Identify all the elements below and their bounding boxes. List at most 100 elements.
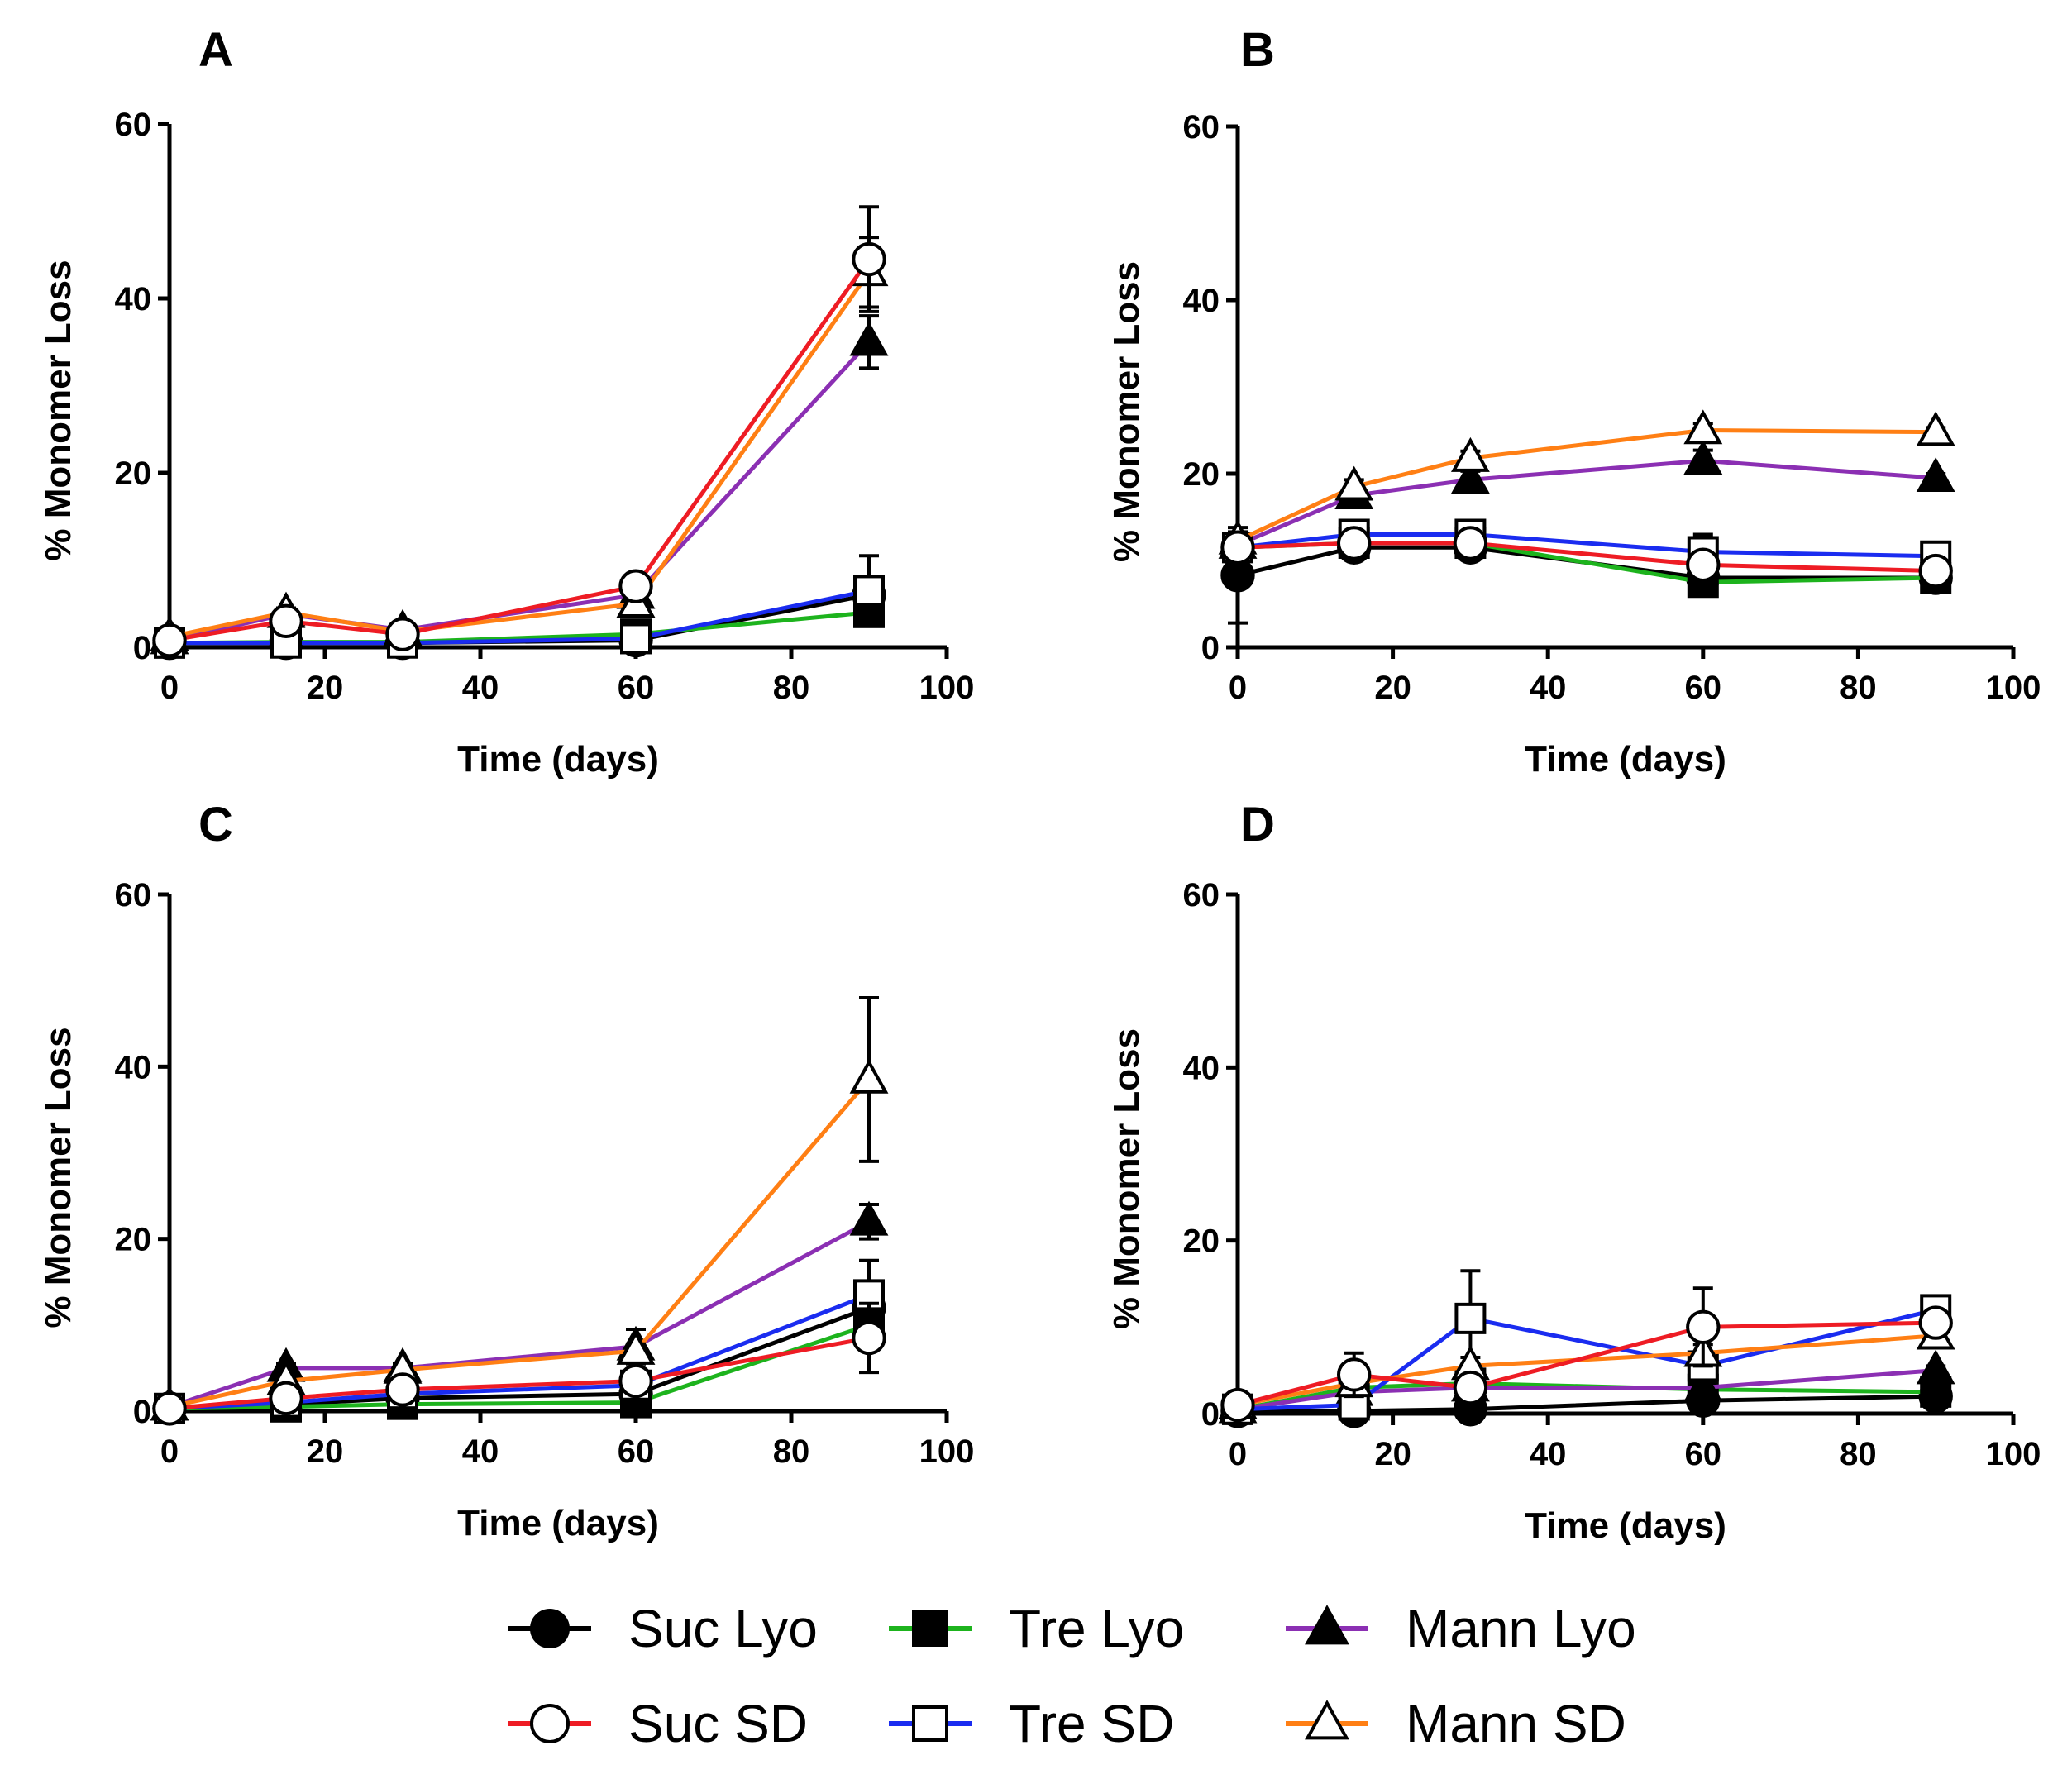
data-point <box>1220 1387 1255 1423</box>
legend-label: Suc SD <box>628 1694 808 1753</box>
x-tick-label: 0 <box>1229 670 1247 706</box>
legend-label: Tre SD <box>1009 1694 1174 1753</box>
panel-letter: D <box>1240 798 1275 851</box>
series-suc_sd <box>152 205 886 658</box>
data-point <box>620 622 652 655</box>
x-tick-label: 20 <box>307 1433 344 1470</box>
legend-item-mann_sd: Mann SD <box>1286 1694 1626 1753</box>
data-point <box>1450 436 1490 472</box>
y-tick-label: 60 <box>115 877 152 913</box>
y-tick-label: 20 <box>115 455 152 492</box>
y-tick-label: 60 <box>1183 109 1220 145</box>
x-tick-label: 0 <box>1229 1436 1247 1472</box>
legend-label: Tre Lyo <box>1009 1599 1184 1658</box>
data-point <box>1916 411 1955 446</box>
x-tick-label: 80 <box>773 670 810 706</box>
y-tick-label: 40 <box>1183 1050 1220 1086</box>
panel-A: A 0 20 40 60 0 20 40 60 80 100 Time (days) % Monomer… <box>38 23 974 780</box>
data-point <box>385 617 420 651</box>
x-tick-label: 100 <box>919 1433 975 1470</box>
data-point <box>618 569 653 603</box>
panel-C: C 0 20 40 60 0 20 40 60 80 100 Time (days) % Monomer… <box>38 798 974 1543</box>
legend-item-mann_lyo: Mann Lyo <box>1286 1599 1636 1658</box>
y-tick-label: 60 <box>1183 877 1220 913</box>
data-point <box>852 1320 886 1356</box>
x-tick-label: 100 <box>1986 670 2041 706</box>
legend-item-tre_lyo: Tre Lyo <box>889 1599 1184 1658</box>
y-tick-label: 40 <box>1183 283 1220 319</box>
x-tick-label: 40 <box>462 670 499 706</box>
y-axis-title: % Monomer Loss <box>1106 1028 1147 1329</box>
x-tick-label: 20 <box>1374 1436 1411 1472</box>
data-point <box>1220 530 1255 565</box>
legend: Suc Lyo Tre Lyo Mann Lyo Suc SD Tre SD Mann S… <box>508 1599 1636 1753</box>
x-axis-title: Time (days) <box>1525 1505 1726 1546</box>
data-point <box>152 1391 187 1426</box>
legend-marker <box>1305 1605 1349 1645</box>
x-tick-label: 100 <box>1986 1436 2041 1472</box>
legend-item-suc_sd: Suc SD <box>508 1694 808 1753</box>
legend-label: Suc Lyo <box>628 1599 818 1658</box>
x-axis-title: Time (days) <box>457 739 659 780</box>
x-tick-label: 60 <box>618 1433 655 1470</box>
y-tick-label: 20 <box>1183 456 1220 493</box>
y-tick-label: 60 <box>115 107 152 143</box>
x-tick-label: 40 <box>1530 670 1567 706</box>
data-point <box>1686 1309 1721 1345</box>
legend-label: Mann SD <box>1406 1694 1626 1753</box>
y-tick-label: 0 <box>1201 630 1220 666</box>
y-tick-label: 40 <box>115 1049 152 1085</box>
data-point <box>853 575 885 607</box>
series-mann_lyo <box>1218 440 1955 559</box>
data-point <box>1683 1366 1723 1402</box>
y-tick-label: 0 <box>133 630 151 666</box>
data-point <box>1916 1349 1955 1385</box>
series-mann_lyo <box>150 314 889 655</box>
x-tick-label: 60 <box>618 670 655 706</box>
y-axis-title: % Monomer Loss <box>38 260 79 560</box>
series-mann_sd <box>1218 409 1955 555</box>
data-point <box>269 1381 303 1416</box>
data-point <box>1918 1305 1953 1340</box>
x-tick-label: 60 <box>1685 1436 1722 1472</box>
data-point <box>849 321 889 356</box>
series-line <box>169 341 871 642</box>
y-tick-label: 0 <box>133 1394 151 1430</box>
x-tick-label: 100 <box>919 670 975 706</box>
x-tick-label: 0 <box>160 670 179 706</box>
legend-marker <box>530 1609 570 1648</box>
data-point <box>616 1329 656 1365</box>
data-point <box>152 622 187 658</box>
x-tick-label: 40 <box>462 1433 499 1470</box>
series-suc_sd <box>1220 1286 1953 1423</box>
data-point <box>1686 547 1721 582</box>
data-point <box>269 603 303 639</box>
legend-marker <box>530 1704 570 1743</box>
y-axis-title: % Monomer Loss <box>1106 261 1147 562</box>
x-tick-label: 20 <box>307 670 344 706</box>
data-point <box>849 1058 889 1094</box>
x-tick-label: 0 <box>160 1433 179 1470</box>
panel-D: D 0 20 40 60 0 20 40 60 80 100 Time (days) % Monomer… <box>1106 798 2041 1546</box>
x-tick-label: 60 <box>1685 670 1722 706</box>
legend-marker <box>912 1705 948 1742</box>
series-line <box>169 258 871 643</box>
panel-letter: A <box>198 23 233 77</box>
y-tick-label: 0 <box>1201 1396 1220 1433</box>
data-point <box>1454 1302 1487 1334</box>
data-point <box>1337 1357 1372 1392</box>
data-point <box>1450 459 1490 494</box>
y-tick-label: 20 <box>115 1222 152 1258</box>
x-axis-title: Time (days) <box>1525 739 1726 780</box>
panel-B: B 0 20 40 60 0 20 40 60 80 100 Time (days) % Monomer… <box>1106 23 2041 780</box>
series-tre_sd <box>1222 1269 1952 1425</box>
legend-item-suc_lyo: Suc Lyo <box>508 1599 818 1658</box>
panel-letter: B <box>1240 23 1275 77</box>
legend-item-tre_sd: Tre SD <box>889 1694 1174 1753</box>
y-tick-label: 20 <box>1183 1223 1220 1260</box>
x-tick-label: 80 <box>773 1433 810 1470</box>
data-point <box>852 241 886 277</box>
data-point <box>1916 457 1955 493</box>
legend-marker <box>912 1610 948 1647</box>
